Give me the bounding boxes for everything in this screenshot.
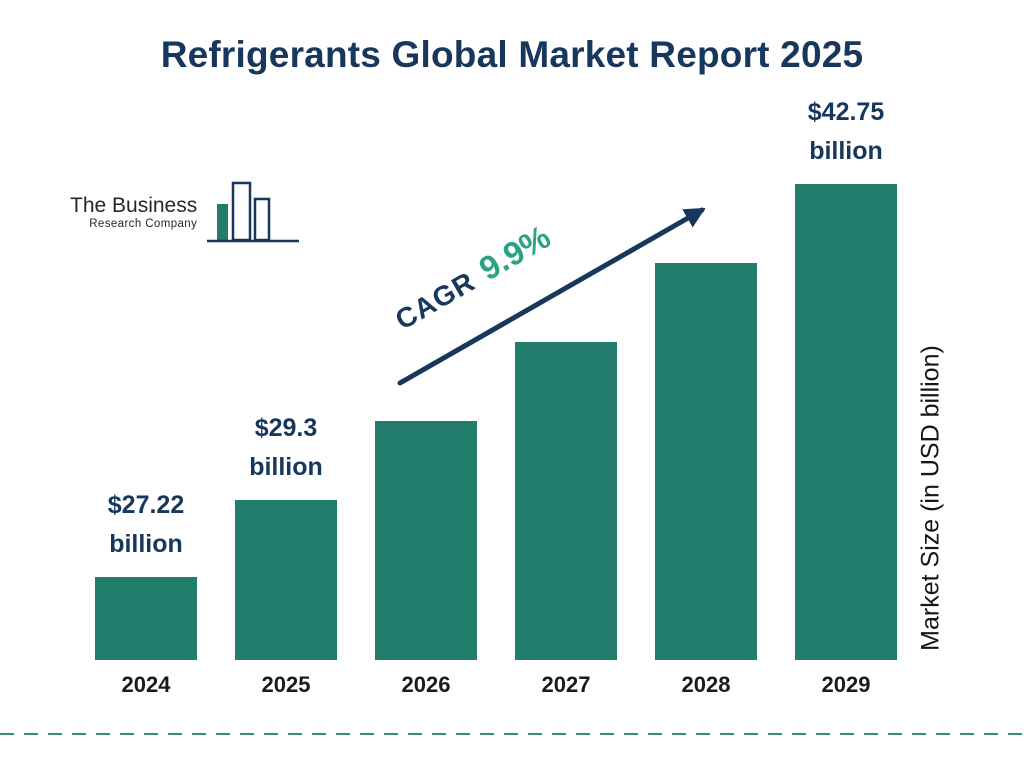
bar-chart: $27.22 billion 2024 $29.3 billion 2025 2026 202… [95,90,897,697]
bar-2026 [375,421,477,660]
bottom-divider [0,733,1024,735]
company-logo: The Business Research Company [70,180,303,244]
bar-column-2029: $42.75 billion 2029 [795,90,897,697]
bar-value-label-2024: $27.22 billion [107,491,185,558]
logo-line1: The Business [70,194,198,217]
bar-chart-logo-icon [207,181,300,243]
x-tick-2026: 2026 [401,672,451,697]
bar-column-2028: 2028 [655,90,757,697]
bar-2027 [515,342,617,660]
bar-value-label-2025: $29.3 billion [249,414,323,481]
bar-column-2026: 2026 [375,90,477,697]
x-tick-2024: 2024 [121,672,171,697]
x-tick-2029: 2029 [821,672,871,697]
x-tick-2027: 2027 [541,672,591,697]
y-axis-label: Market Size (in USD billion) [916,345,945,651]
bar-column-2024: $27.22 billion 2024 [95,90,197,697]
bar-2025 [235,500,337,660]
bar-series: $27.22 billion 2024 $29.3 billion 2025 2026 202… [95,90,897,697]
bar-2028 [655,263,757,660]
bar-2029 [795,184,897,660]
bar-column-2025: $29.3 billion 2025 [235,90,337,697]
bar-2024 [95,577,197,660]
bar-value-label-2029: $42.75 billion [807,98,885,165]
logo-line2: Research Company [89,218,198,230]
company-logo-text: The Business Research Company [70,194,197,230]
x-tick-2028: 2028 [681,672,731,697]
bar-column-2027: 2027 [515,90,617,697]
x-tick-2025: 2025 [261,672,311,697]
page-title: Refrigerants Global Market Report 2025 [160,34,864,75]
